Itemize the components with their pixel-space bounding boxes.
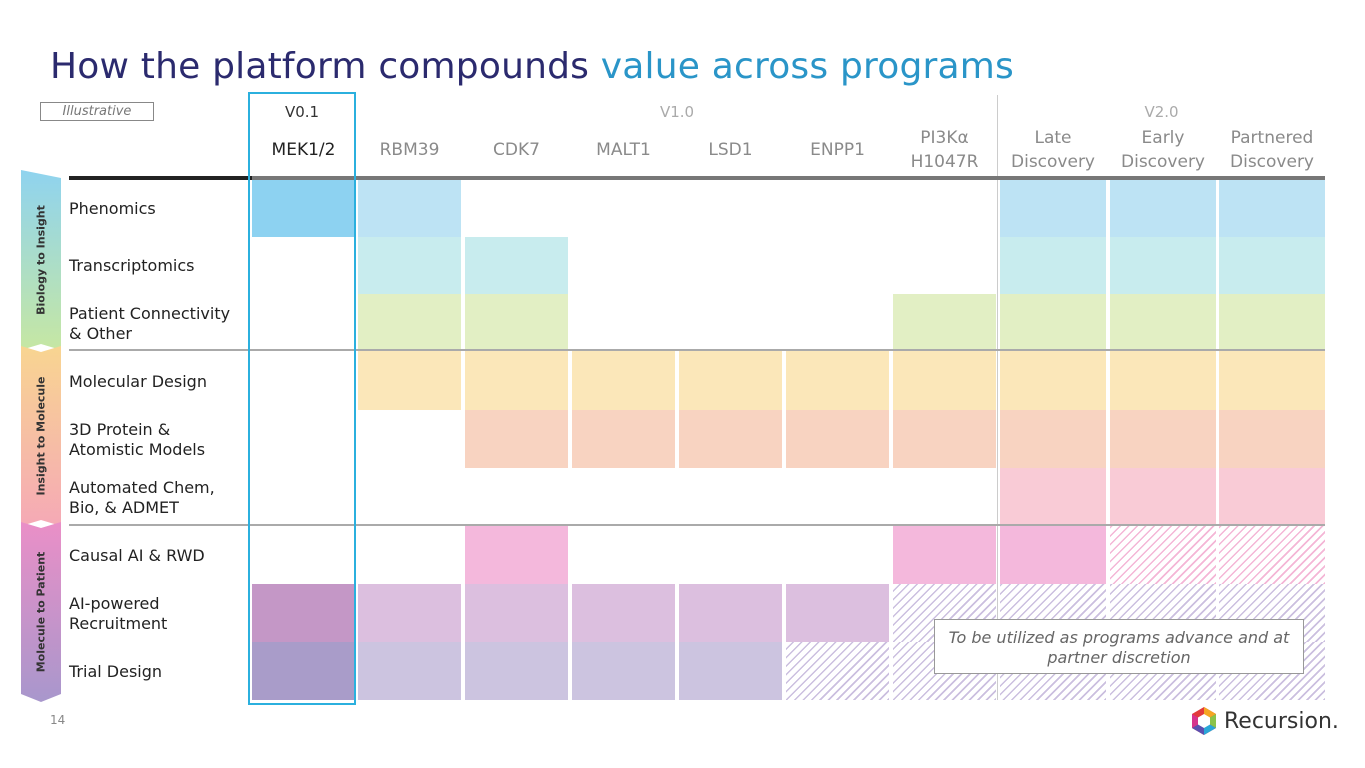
grid-cell-r1-c9: [1219, 237, 1325, 294]
grid-cell-r6-c7: [1000, 526, 1106, 584]
stage-band-molecule: Molecule to Patient: [21, 522, 61, 702]
page-title: How the platform compounds value across …: [50, 46, 1014, 87]
grid-cell-r3-c5: [786, 351, 889, 410]
column-header-5: ENPP1: [810, 140, 865, 160]
column-header-7: Late Discovery: [1011, 128, 1095, 172]
grid-cell-r4-c6: [893, 410, 996, 468]
stage-label-insight: Insight to Molecule: [34, 376, 48, 496]
grid-cell-r2-c8: [1110, 294, 1216, 350]
row-label-4: 3D Protein & Atomistic Models: [69, 420, 206, 459]
grid-cell-r0-c9: [1219, 180, 1325, 237]
grid-cell-r3-c1: [358, 351, 461, 410]
grid-cell-r5-c7: [1000, 468, 1106, 526]
title-part-dark: How the platform compounds: [50, 46, 601, 87]
grid-cell-r8-c3: [572, 642, 675, 700]
grid-cell-r2-c9: [1219, 294, 1325, 350]
grid-cell-r5-c8: [1110, 468, 1216, 526]
grid-cell-r7-c2: [465, 584, 568, 642]
grid-cell-r4-c3: [572, 410, 675, 468]
illustrative-tag: Illustrative: [40, 102, 154, 121]
grid-cell-r8-c2: [465, 642, 568, 700]
grid-cell-r6-c2: [465, 526, 568, 584]
stage-label-biology: Biology to Insight: [34, 205, 48, 315]
stage-band-insight: Insight to Molecule: [21, 346, 61, 526]
version-divider: [997, 95, 998, 700]
stage-label-molecule: Molecule to Patient: [34, 551, 48, 673]
grid-cell-r1-c1: [358, 237, 461, 294]
grid-cell-r8-c1: [358, 642, 461, 700]
row-label-1: Transcriptomics: [69, 256, 195, 275]
row-label-3: Molecular Design: [69, 372, 207, 391]
grid-cell-r6-c8: [1110, 526, 1216, 584]
column-header-3: MALT1: [596, 140, 651, 160]
grid-cell-r8-c0: [252, 642, 355, 700]
grid-cell-r2-c7: [1000, 294, 1106, 350]
row-label-5: Automated Chem, Bio, & ADMET: [69, 478, 215, 517]
grid-cell-r8-c5: [786, 642, 889, 700]
grid-cell-r3-c6: [893, 351, 996, 410]
grid-cell-r0-c7: [1000, 180, 1106, 237]
row-label-6: Causal AI & RWD: [69, 546, 205, 565]
recursion-hex-icon: [1192, 707, 1216, 735]
grid-cell-r0-c8: [1110, 180, 1216, 237]
grid-cell-r7-c1: [358, 584, 461, 642]
row-label-2: Patient Connectivity & Other: [69, 304, 231, 343]
brand-wordmark: Recursion.: [1224, 708, 1339, 734]
column-header-0: MEK1/2: [271, 140, 336, 160]
row-label-0: Phenomics: [69, 199, 156, 218]
v01-highlight-box: [248, 92, 356, 705]
page-number: 14: [50, 713, 66, 727]
grid-cell-r0-c0: [252, 180, 355, 237]
grid-cell-r8-c4: [679, 642, 782, 700]
grid-cell-r6-c9: [1219, 526, 1325, 584]
grid-cell-r7-c3: [572, 584, 675, 642]
grid-cell-r3-c3: [572, 351, 675, 410]
grid-cell-r4-c7: [1000, 410, 1106, 468]
version-label-v10: V1.0: [659, 103, 695, 121]
grid-cell-r2-c1: [358, 294, 461, 350]
column-header-4: LSD1: [708, 140, 753, 160]
grid-cell-r3-c9: [1219, 351, 1325, 410]
column-header-9: Partnered Discovery: [1230, 128, 1314, 172]
grid-cell-r2-c2: [465, 294, 568, 350]
row-label-7: AI-powered Recruitment: [69, 594, 168, 633]
title-part-light: value across programs: [600, 46, 1015, 87]
grid-cell-r3-c4: [679, 351, 782, 410]
column-header-6: PI3Kα H1047R: [910, 128, 979, 172]
row-label-8: Trial Design: [69, 662, 163, 681]
grid-cell-r0-c1: [358, 180, 461, 237]
column-header-2: CDK7: [493, 140, 540, 160]
grid-cell-r6-c6: [893, 526, 996, 584]
grid-cell-r7-c0: [252, 584, 355, 642]
grid-cell-r3-c7: [1000, 351, 1106, 410]
grid-cell-r5-c9: [1219, 468, 1325, 526]
grid-cell-r1-c2: [465, 237, 568, 294]
column-header-8: Early Discovery: [1121, 128, 1205, 172]
grid-cell-r4-c9: [1219, 410, 1325, 468]
header-rule-gray: [252, 176, 1325, 180]
grid-cell-r1-c7: [1000, 237, 1106, 294]
grid-cell-r2-c6: [893, 294, 996, 350]
grid-cell-r1-c8: [1110, 237, 1216, 294]
version-label-v20: V2.0: [1144, 103, 1179, 121]
stage-divider-2: [69, 524, 1325, 526]
column-header-1: RBM39: [379, 140, 440, 160]
grid-cell-r7-c4: [679, 584, 782, 642]
grid-cell-r4-c4: [679, 410, 782, 468]
grid-cell-r3-c2: [465, 351, 568, 410]
grid-cell-r7-c5: [786, 584, 889, 642]
grid-cell-r3-c8: [1110, 351, 1216, 410]
discretion-note: To be utilized as programs advance and a…: [934, 619, 1304, 674]
grid-cell-r4-c2: [465, 410, 568, 468]
stage-divider-1: [69, 349, 1325, 351]
header-rule-dark: [69, 176, 252, 180]
brand-logo: Recursion.: [1190, 706, 1339, 736]
grid-cell-r4-c8: [1110, 410, 1216, 468]
stage-band-biology: Biology to Insight: [21, 170, 61, 350]
version-label-v01: V0.1: [284, 103, 320, 121]
grid-cell-r4-c5: [786, 410, 889, 468]
